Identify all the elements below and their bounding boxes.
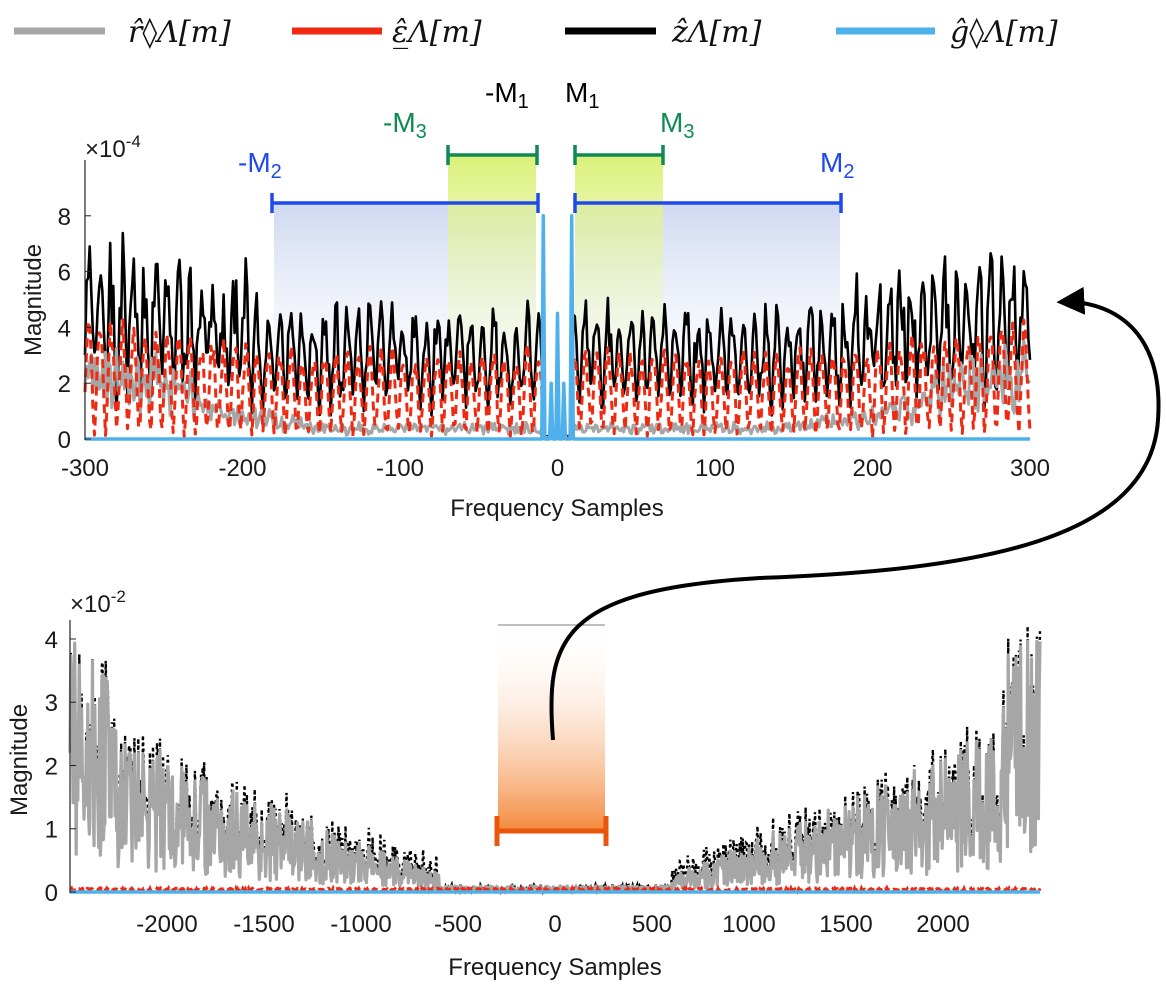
top-y-axis-label: Magnitude xyxy=(20,244,47,356)
legend-label-eps: ε̲̂Λ[m] xyxy=(392,15,482,50)
top-y-tick-label: 8 xyxy=(58,204,71,231)
bottom-x-tick-label: -500 xyxy=(434,911,482,938)
bottom-y-ticks: 0 1 2 3 4 xyxy=(45,627,76,907)
top-y-tick-label: 2 xyxy=(58,371,71,398)
top-y-tick-label: 6 xyxy=(58,260,71,287)
top-x-tick-label: -100 xyxy=(376,455,424,482)
top-series-g xyxy=(84,214,1031,441)
legend-item-eps: ε̲̂Λ[m] xyxy=(292,15,482,50)
bottom-plot: 0 1 2 3 4 -2000 -1500 -1000 -500 0 500 1000 1500 200… xyxy=(6,587,1042,981)
legend-label-z: ẑΛ[m] xyxy=(671,15,762,50)
bottom-exponent-label: ×10-2 xyxy=(70,587,126,618)
label-neg-m3: -M3 xyxy=(383,107,427,143)
bottom-y-tick-label: 1 xyxy=(45,817,58,844)
top-x-tick-label: 0 xyxy=(551,455,564,482)
m2-bracket-neg xyxy=(270,193,540,213)
bottom-x-tick-label: 0 xyxy=(548,911,561,938)
bottom-x-axis-label: Frequency Samples xyxy=(448,954,661,981)
legend-item-g: ĝ◊Λ[m] xyxy=(836,15,1058,50)
label-neg-m1: -M1 xyxy=(485,77,529,113)
m3-bracket-pos xyxy=(573,145,665,165)
zoom-bracket xyxy=(494,816,609,846)
top-y-tick-label: 4 xyxy=(58,315,71,342)
top-x-tick-label: 100 xyxy=(695,455,735,482)
label-pos-m2: M2 xyxy=(820,147,854,183)
bottom-y-tick-label: 4 xyxy=(45,627,58,654)
top-plot-series xyxy=(83,214,1032,441)
top-x-tick-label: -300 xyxy=(61,455,109,482)
label-pos-m1: M1 xyxy=(565,77,599,113)
bottom-x-tick-label: 500 xyxy=(632,911,672,938)
bottom-x-tick-label: 1000 xyxy=(722,911,775,938)
top-y-tick-label: 0 xyxy=(58,427,71,454)
bottom-y-tick-label: 2 xyxy=(45,753,58,780)
top-x-tick-label: 300 xyxy=(1010,455,1050,482)
bottom-x-ticks: -2000 -1500 -1000 -500 0 500 1000 1500 2000 xyxy=(136,911,969,938)
top-x-tick-label: 200 xyxy=(852,455,892,482)
top-y-ticks: 0 2 4 6 8 xyxy=(58,204,91,454)
bottom-x-tick-label: -2000 xyxy=(136,911,197,938)
legend-label-g: ĝ◊Λ[m] xyxy=(950,15,1058,50)
top-x-axis-label: Frequency Samples xyxy=(450,495,663,522)
legend-label-r: r̂◊Λ[m] xyxy=(128,15,231,50)
bottom-x-tick-label: -1500 xyxy=(233,911,294,938)
m2-bracket-pos xyxy=(573,193,843,213)
top-plot: 0 2 4 6 8 -300 -200 -100 0 100 200 300 ×10-4 Magni… xyxy=(20,77,1050,522)
legend: r̂◊Λ[m] ε̲̂Λ[m] ẑΛ[m] ĝ◊Λ[m] xyxy=(14,15,1058,50)
legend-item-z: ẑΛ[m] xyxy=(565,15,762,50)
zoom-arrow xyxy=(549,286,1161,741)
legend-item-r: r̂◊Λ[m] xyxy=(14,15,231,50)
bottom-y-tick-label: 3 xyxy=(45,690,58,717)
top-exponent-label: ×10-4 xyxy=(85,132,141,163)
top-x-tick-label: -200 xyxy=(218,455,266,482)
label-pos-m3: M3 xyxy=(660,107,694,143)
m3-bracket-neg xyxy=(446,145,539,165)
top-x-ticks: -300 -200 -100 0 100 200 300 xyxy=(61,455,1050,482)
bottom-x-tick-label: 2000 xyxy=(916,911,969,938)
bottom-x-tick-label: 1500 xyxy=(819,911,872,938)
bottom-y-axis-label: Magnitude xyxy=(6,704,33,816)
label-neg-m2: -M2 xyxy=(238,147,282,183)
bottom-plot-series xyxy=(68,626,1042,896)
bottom-x-tick-label: -1000 xyxy=(330,911,391,938)
bottom-y-tick-label: 0 xyxy=(45,880,58,907)
